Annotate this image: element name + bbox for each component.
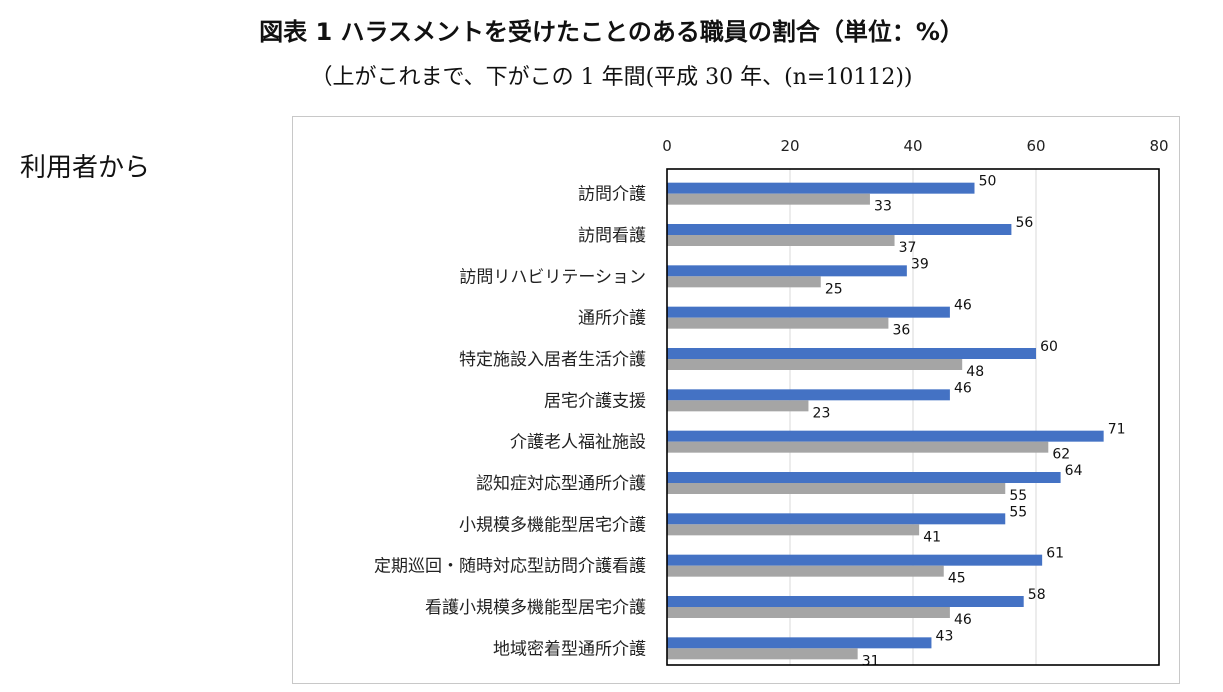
data-label: 25	[825, 281, 843, 297]
bar-past	[667, 554, 1043, 566]
chart-title: 図表 1 ハラスメントを受けたことのある職員の割合（単位：%）	[259, 18, 964, 46]
category-label: 介護老人福祉施設	[510, 433, 646, 453]
bar-past	[667, 224, 1012, 235]
bar-past	[667, 513, 1006, 525]
bar-year	[667, 524, 920, 536]
category-label: 看護小規模多機能型居宅介護	[425, 598, 646, 618]
bar-year	[667, 441, 1049, 453]
data-label: 46	[954, 380, 972, 396]
bar-past	[667, 596, 1024, 607]
bar-past	[667, 182, 975, 194]
data-label: 64	[1065, 463, 1083, 479]
bar-year	[667, 359, 963, 370]
category-label: 訪問リハビリテーション	[459, 267, 646, 287]
bar-past	[667, 306, 950, 318]
bar-past	[667, 389, 950, 401]
data-label: 71	[1108, 422, 1126, 438]
data-label: 50	[979, 174, 997, 190]
category-label: 訪問看護	[578, 226, 646, 246]
x-tick-label: 40	[903, 137, 922, 155]
data-label: 58	[1028, 587, 1046, 603]
category-label: 地域密着型通所介護	[493, 639, 646, 659]
category-label: 定期巡回・随時対応型訪問介護看護	[374, 557, 646, 577]
bar-year	[667, 400, 809, 412]
bar-year	[667, 235, 895, 246]
x-tick-label: 0	[662, 137, 672, 155]
bar-year	[667, 607, 950, 618]
bar-year	[667, 648, 858, 660]
x-tick-label: 80	[1149, 137, 1168, 155]
data-label: 37	[899, 240, 917, 256]
data-label: 36	[892, 323, 910, 339]
data-label: 48	[966, 364, 984, 380]
bar-past	[667, 265, 907, 277]
bar-year	[667, 276, 821, 288]
category-label: 通所介護	[578, 309, 646, 329]
category-label: 小規模多機能型居宅介護	[459, 515, 646, 535]
category-label: 訪問介護	[578, 185, 646, 205]
bar-past	[667, 430, 1104, 442]
section-label: 利用者から	[20, 153, 151, 183]
data-label: 61	[1046, 546, 1064, 562]
bar-year	[667, 565, 944, 577]
data-label: 45	[948, 571, 966, 587]
bar-past	[667, 472, 1061, 483]
x-tick-label: 20	[780, 137, 799, 155]
data-label: 56	[1015, 215, 1033, 231]
chart-frame	[292, 116, 1180, 684]
bar-year	[667, 193, 870, 205]
data-label: 41	[923, 529, 941, 545]
bar-past	[667, 637, 932, 649]
category-label: 認知症対応型通所介護	[476, 474, 646, 494]
category-label: 特定施設入居者生活介護	[459, 350, 646, 370]
data-label: 46	[954, 298, 972, 314]
bar-year	[667, 483, 1006, 494]
data-label: 60	[1040, 339, 1058, 355]
data-label: 55	[1009, 504, 1027, 520]
x-tick-label: 60	[1026, 137, 1045, 155]
data-label: 33	[874, 199, 892, 215]
data-label: 62	[1052, 447, 1070, 463]
data-label: 55	[1009, 488, 1027, 504]
data-label: 39	[911, 256, 929, 272]
data-label: 43	[936, 628, 954, 644]
bar-past	[667, 348, 1036, 359]
bar-year	[667, 317, 889, 329]
data-label: 31	[862, 653, 880, 669]
category-label: 居宅介護支援	[544, 391, 646, 411]
data-label: 46	[954, 612, 972, 628]
chart-subtitle: （上がこれまで、下がこの 1 年間(平成 30 年、(n=10112))	[310, 65, 913, 90]
plot-area-border	[666, 168, 1160, 666]
data-label: 23	[813, 405, 831, 421]
